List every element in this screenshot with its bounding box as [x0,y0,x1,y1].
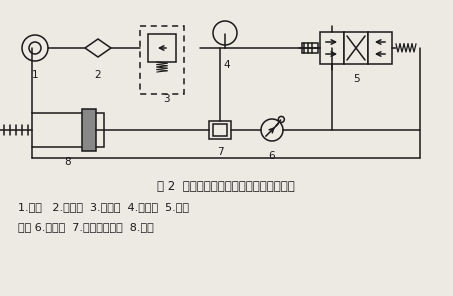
Circle shape [213,21,237,45]
Text: 7: 7 [217,147,223,157]
Circle shape [22,35,48,61]
Text: 5: 5 [353,74,359,84]
Bar [140,26,184,94]
Bar [32,113,104,147]
Circle shape [261,119,283,141]
Bar [368,32,392,64]
Text: 1: 1 [32,70,39,80]
Bar [209,121,231,139]
Text: 4: 4 [224,60,230,70]
Bar [82,109,96,151]
Text: 图 2  超声波塑料焊机气动加压系统原理图: 图 2 超声波塑料焊机气动加压系统原理图 [157,180,295,193]
Circle shape [29,42,41,54]
Text: 1.气源   2.过滤器  3.减压阀  4.压力表  5.电磁: 1.气源 2.过滤器 3.减压阀 4.压力表 5.电磁 [18,202,189,212]
Bar [302,43,318,53]
Polygon shape [85,39,111,57]
Text: 6: 6 [269,151,275,161]
Text: 气阀 6.节流鄀  7.压力检测开关  8.气缸: 气阀 6.节流鄀 7.压力检测开关 8.气缸 [18,222,154,232]
Bar [320,32,344,64]
Circle shape [278,116,284,123]
Bar [213,124,227,136]
Bar [344,32,368,64]
Text: 8: 8 [65,157,71,167]
Bar [148,34,176,62]
Text: 3: 3 [163,94,169,104]
Text: 2: 2 [95,70,101,80]
